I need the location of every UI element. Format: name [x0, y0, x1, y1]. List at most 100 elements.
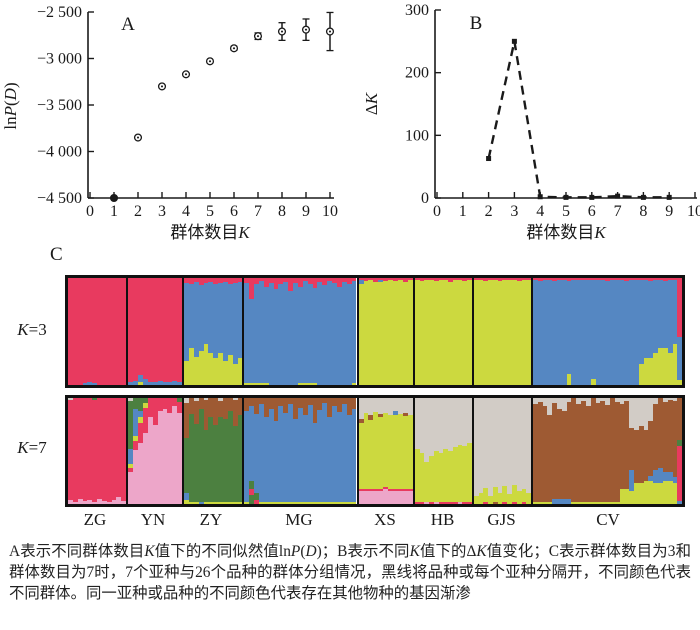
ancestry-fraction	[561, 280, 567, 385]
individual-bar	[368, 278, 374, 385]
ancestry-fraction	[576, 404, 582, 502]
ancestry-fraction	[677, 440, 683, 446]
ancestry-fraction	[106, 398, 112, 502]
ancestry-fraction	[358, 278, 364, 281]
individual-bar	[77, 398, 83, 504]
ancestry-fraction	[462, 278, 468, 282]
ancestry-fraction	[106, 501, 112, 504]
ancestry-fraction	[483, 281, 489, 385]
ancestry-fraction	[662, 281, 668, 348]
ancestry-fraction	[414, 501, 420, 504]
ancestry-fraction	[368, 278, 374, 281]
ancestry-fraction	[208, 417, 214, 502]
ancestry-fraction	[336, 278, 342, 287]
structure-segment-yn	[128, 398, 185, 504]
ancestry-fraction	[327, 278, 333, 282]
ancestry-fraction	[609, 280, 615, 385]
ancestry-fraction	[643, 480, 649, 504]
individual-bar	[167, 398, 173, 504]
individual-bar	[402, 278, 408, 385]
structure-segment-mg	[244, 278, 359, 385]
individual-bar	[351, 398, 357, 504]
ancestry-fraction	[677, 379, 683, 385]
ancestry-fraction	[566, 498, 572, 504]
ancestry-fraction	[457, 278, 463, 281]
data-point-dot	[328, 30, 332, 33]
ancestry-fraction	[378, 413, 384, 418]
individual-bar	[237, 278, 243, 385]
individual-bar	[576, 398, 582, 504]
ancestry-fraction	[307, 382, 313, 385]
individual-bar	[152, 278, 158, 385]
ancestry-fraction	[92, 400, 98, 502]
ancestry-fraction	[237, 398, 243, 415]
individual-bar	[358, 278, 364, 385]
ancestry-fraction	[590, 280, 596, 379]
ancestry-fraction	[254, 413, 259, 494]
ancestry-fraction	[198, 350, 204, 385]
ancestry-fraction	[92, 382, 98, 385]
ancestry-fraction	[128, 463, 133, 468]
data-point	[511, 38, 517, 44]
individual-bar	[341, 278, 347, 385]
ancestry-fraction	[244, 501, 250, 504]
ancestry-fraction	[189, 278, 194, 285]
ancestry-fraction	[363, 281, 369, 385]
ancestry-fraction	[590, 501, 596, 504]
ancestry-fraction	[378, 417, 384, 490]
structure-segment-cv	[532, 278, 683, 385]
individual-bar	[547, 398, 553, 504]
ancestry-fraction	[297, 382, 303, 385]
individual-bar	[452, 398, 458, 504]
individual-bar	[327, 398, 333, 504]
ancestry-fraction	[609, 398, 615, 502]
individual-bar	[595, 278, 601, 385]
individual-bar	[667, 278, 673, 385]
individual-bar	[193, 398, 199, 504]
ancestry-fraction	[492, 398, 498, 488]
ancestry-fraction	[658, 278, 663, 281]
individual-bar	[467, 278, 472, 385]
ancestry-fraction	[203, 283, 209, 345]
x-tick-label: 7	[614, 203, 622, 220]
ancestry-fraction	[488, 398, 493, 496]
ancestry-fraction	[429, 280, 434, 385]
ancestry-fraction	[254, 278, 259, 285]
ancestry-fraction	[77, 278, 83, 385]
ancestry-fraction	[132, 398, 138, 409]
ancestry-fraction	[397, 278, 403, 281]
individual-bar	[488, 398, 493, 504]
ancestry-fraction	[566, 398, 572, 403]
ancestry-fraction	[438, 278, 444, 281]
ancestry-fraction	[585, 398, 591, 407]
ancestry-fraction	[116, 278, 122, 385]
ancestry-fraction	[341, 501, 347, 504]
ancestry-fraction	[662, 398, 668, 403]
individual-bar	[677, 398, 683, 504]
individual-bar	[198, 398, 204, 504]
ancestry-fraction	[68, 499, 73, 504]
ancestry-fraction	[177, 278, 183, 382]
ancestry-fraction	[373, 491, 379, 504]
structure-segment-hb	[414, 398, 474, 504]
ancestry-fraction	[561, 278, 567, 281]
ancestry-fraction	[162, 408, 168, 504]
ancestry-fraction	[462, 398, 468, 446]
ancestry-fraction	[317, 501, 323, 504]
ancestry-fraction	[443, 278, 449, 281]
ancestry-fraction	[557, 278, 562, 281]
individual-bar	[502, 398, 508, 504]
ancestry-fraction	[662, 402, 668, 473]
individual-bar	[424, 398, 430, 504]
individual-bar	[249, 278, 255, 385]
ancestry-fraction	[419, 398, 425, 454]
ancestry-fraction	[653, 280, 659, 353]
ancestry-fraction	[488, 278, 493, 281]
individual-bar	[467, 398, 472, 504]
ancestry-fraction	[152, 381, 158, 385]
individual-bar	[302, 278, 308, 385]
ancestry-fraction	[157, 278, 163, 381]
individual-bar	[648, 278, 654, 385]
individual-bar	[258, 398, 264, 504]
individual-bar	[511, 278, 517, 385]
